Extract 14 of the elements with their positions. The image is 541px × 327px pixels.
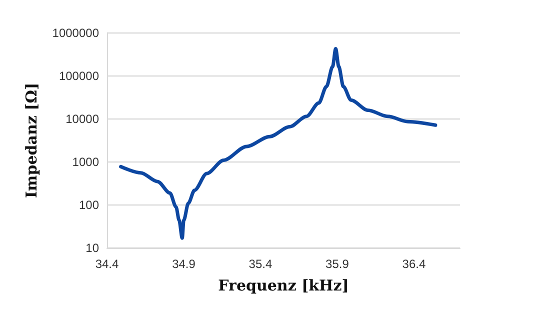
y-axis-title: Impedanz [Ω] [22, 82, 40, 198]
y-tick-label: 100000 [58, 69, 100, 83]
y-tick-label: 100 [78, 198, 100, 212]
x-tick-label: 35.9 [326, 257, 350, 271]
x-tick-label: 34.9 [172, 257, 196, 271]
y-tick-label: 1000 [72, 155, 100, 169]
y-tick-label: 10000 [66, 112, 100, 126]
x-axis-title: Frequenz [kHz] [218, 276, 349, 294]
x-tick-label: 36.4 [402, 257, 426, 271]
x-tick-label: 34.4 [95, 257, 119, 271]
y-tick-label: 1000000 [52, 26, 100, 40]
x-tick-label: 35.4 [248, 257, 272, 271]
line-series [119, 47, 438, 240]
y-tick-label: 10 [86, 241, 100, 255]
